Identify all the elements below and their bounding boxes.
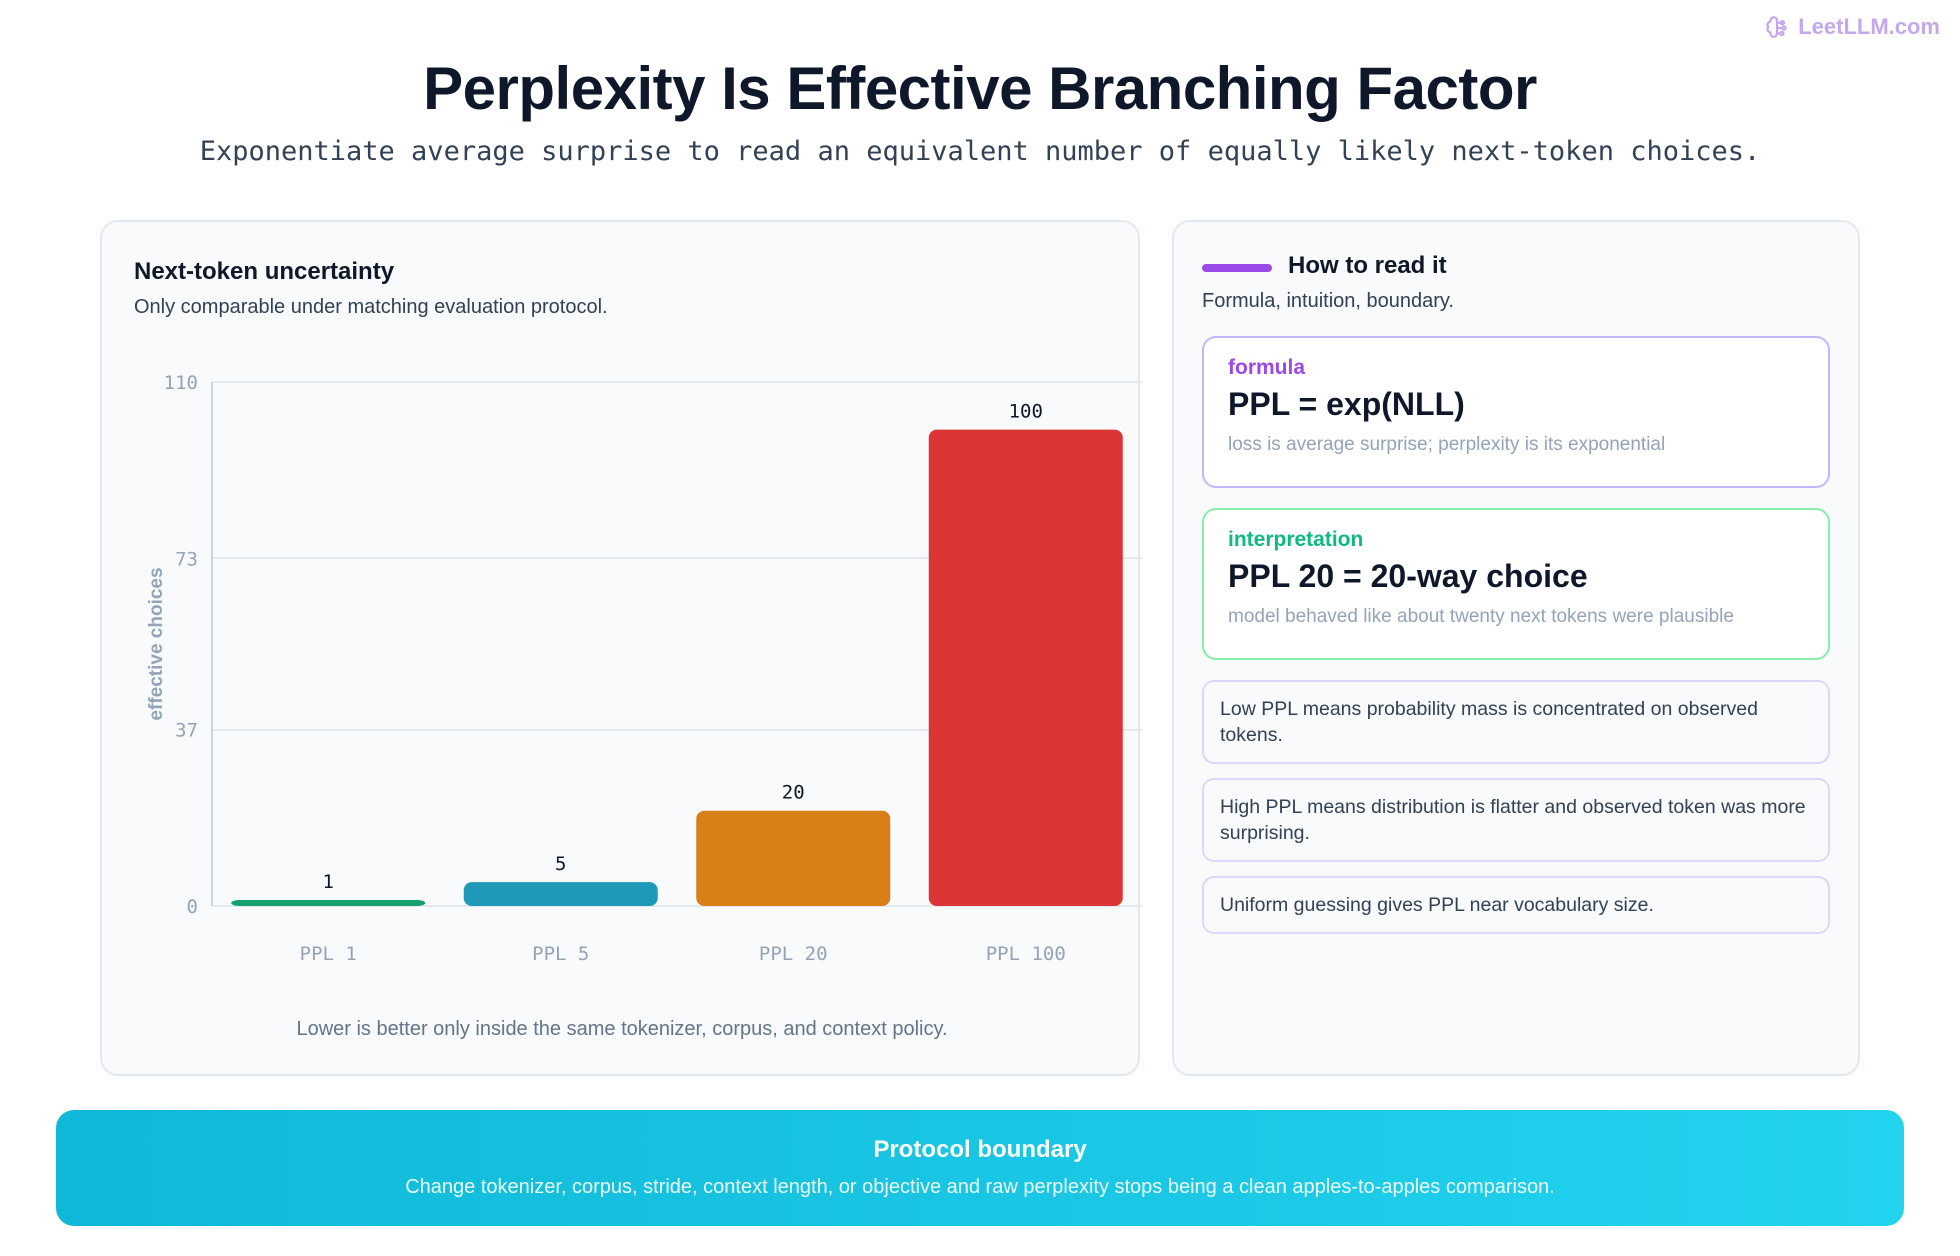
note-low-ppl: Low PPL means probability mass is concen… bbox=[1202, 680, 1830, 764]
page-title: Perplexity Is Effective Branching Factor bbox=[423, 55, 1537, 122]
page-subtitle: Exponentiate average surprise to read an… bbox=[199, 136, 1761, 167]
banner-text: Change tokenizer, corpus, stride, contex… bbox=[405, 1176, 1555, 1198]
interpretation-tag: interpretation bbox=[1228, 528, 1364, 551]
guide-subtitle: Formula, intuition, boundary. bbox=[1202, 290, 1454, 312]
protocol-banner: Protocol boundary Change tokenizer, corp… bbox=[56, 1110, 1904, 1226]
x-tick-label: PPL 20 bbox=[759, 943, 828, 965]
brand-logo: LeetLLM.com bbox=[1764, 14, 1940, 40]
formula-tag: formula bbox=[1228, 356, 1306, 379]
formula-card: formula PPL = exp(NLL) loss is average s… bbox=[1202, 336, 1830, 488]
chart-panel-title: Next-token uncertainty bbox=[134, 258, 395, 285]
banner-title: Protocol boundary bbox=[873, 1136, 1087, 1163]
x-tick-label: PPL 1 bbox=[300, 943, 357, 965]
interpretation-main: PPL 20 = 20-way choice bbox=[1228, 558, 1588, 594]
y-tick-label: 73 bbox=[175, 548, 198, 570]
brand-name: LeetLLM.com bbox=[1798, 14, 1940, 39]
interpretation-note: model behaved like about twenty next tok… bbox=[1228, 606, 1734, 627]
data-label: 5 bbox=[555, 853, 566, 875]
bar bbox=[231, 900, 426, 906]
brain-icon bbox=[1766, 16, 1787, 38]
data-label: 100 bbox=[1009, 401, 1043, 423]
y-tick-label: 37 bbox=[175, 720, 198, 742]
formula-note: loss is average surprise; perplexity is … bbox=[1228, 434, 1666, 455]
accent-bar bbox=[1202, 264, 1272, 272]
bar bbox=[463, 882, 658, 906]
x-tick-label: PPL 100 bbox=[986, 943, 1066, 965]
y-tick-label: 0 bbox=[187, 896, 198, 918]
bar bbox=[928, 429, 1123, 906]
data-label: 1 bbox=[323, 871, 334, 893]
interpretation-card: interpretation PPL 20 = 20-way choice mo… bbox=[1202, 508, 1830, 660]
chart-panel-subtitle: Only comparable under matching evaluatio… bbox=[134, 296, 608, 318]
note-uniform: Uniform guessing gives PPL near vocabula… bbox=[1202, 876, 1830, 934]
formula-main: PPL = exp(NLL) bbox=[1228, 386, 1465, 422]
reading-guide-panel: How to read it Formula, intuition, bound… bbox=[1172, 220, 1860, 1076]
data-label: 20 bbox=[782, 782, 805, 804]
y-axis-label: effective choices bbox=[146, 567, 167, 720]
bar-chart: 0 37 73 110 effective choices 1 PPL 1 5 PPL 5 20 P… bbox=[146, 372, 1142, 965]
guide-title: How to read it bbox=[1288, 252, 1447, 279]
x-tick-label: PPL 5 bbox=[532, 943, 589, 965]
bar bbox=[696, 810, 891, 906]
note-high-ppl: High PPL means distribution is flatter a… bbox=[1202, 778, 1830, 862]
chart-panel: Next-token uncertainty Only comparable u… bbox=[100, 220, 1142, 1076]
y-tick-label: 110 bbox=[164, 372, 198, 394]
chart-panel-footer: Lower is better only inside the same tok… bbox=[296, 1018, 948, 1040]
